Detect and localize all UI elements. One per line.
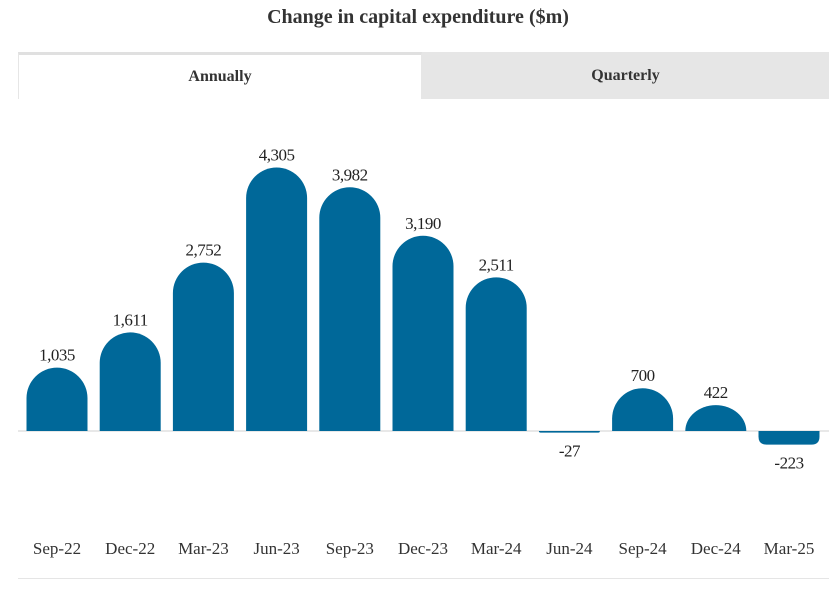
value-labels-group: 1,035 1,611 2,752 4,305 3,982 3,190 2,511 -27 70… — [39, 146, 804, 473]
x-tick-label-Mar-24: Mar-24 — [471, 539, 522, 558]
x-tick-labels-group: Sep-22 Dec-22 Mar-23 Jun-23 Sep-23 Dec-23 Mar-… — [33, 539, 814, 558]
bars-group — [26, 167, 820, 445]
value-label-Dec-22: 1,611 — [113, 310, 148, 329]
x-tick-label-Sep-24: Sep-24 — [619, 539, 668, 558]
bar-Dec-22 — [99, 332, 161, 431]
value-label-Sep-24: 700 — [631, 366, 655, 385]
x-tick-label-Sep-23: Sep-23 — [326, 539, 374, 558]
x-tick-label-Dec-22: Dec-22 — [105, 539, 155, 558]
x-tick-label-Jun-24: Jun-24 — [546, 539, 593, 558]
value-label-Mar-24: 2,511 — [479, 255, 514, 274]
bar-Sep-23 — [319, 187, 381, 431]
bar-Dec-24 — [685, 405, 747, 431]
value-label-Sep-23: 3,982 — [332, 165, 368, 184]
bar-Mar-23 — [172, 262, 234, 431]
value-label-Sep-22: 1,035 — [39, 346, 75, 365]
x-tick-label-Dec-24: Dec-24 — [691, 539, 742, 558]
tab-bar: Annually Quarterly — [18, 52, 829, 99]
bar-Sep-24 — [612, 388, 674, 431]
bar-Jun-23 — [246, 167, 308, 431]
x-tick-label-Sep-22: Sep-22 — [33, 539, 81, 558]
value-label-Dec-23: 3,190 — [405, 214, 441, 233]
tab-annually[interactable]: Annually — [18, 52, 422, 99]
bottom-divider — [18, 578, 829, 579]
bar-Mar-25 — [758, 431, 820, 445]
value-label-Jun-23: 4,305 — [259, 146, 295, 165]
x-tick-label-Dec-23: Dec-23 — [398, 539, 448, 558]
bar-Jun-24 — [538, 431, 600, 433]
chart-title: Change in capital expenditure ($m) — [267, 6, 569, 28]
value-label-Mar-23: 2,752 — [186, 241, 222, 260]
value-label-Mar-25: -223 — [774, 454, 803, 473]
bar-Mar-24 — [465, 277, 527, 431]
x-tick-label-Jun-23: Jun-23 — [253, 539, 299, 558]
value-label-Jun-24: -27 — [559, 442, 581, 461]
bar-Dec-23 — [392, 235, 454, 431]
tab-quarterly[interactable]: Quarterly — [422, 52, 829, 99]
bar-Sep-22 — [26, 367, 88, 431]
x-tick-label-Mar-25: Mar-25 — [764, 539, 815, 558]
x-tick-label-Mar-23: Mar-23 — [178, 539, 229, 558]
value-label-Dec-24: 422 — [704, 383, 728, 402]
